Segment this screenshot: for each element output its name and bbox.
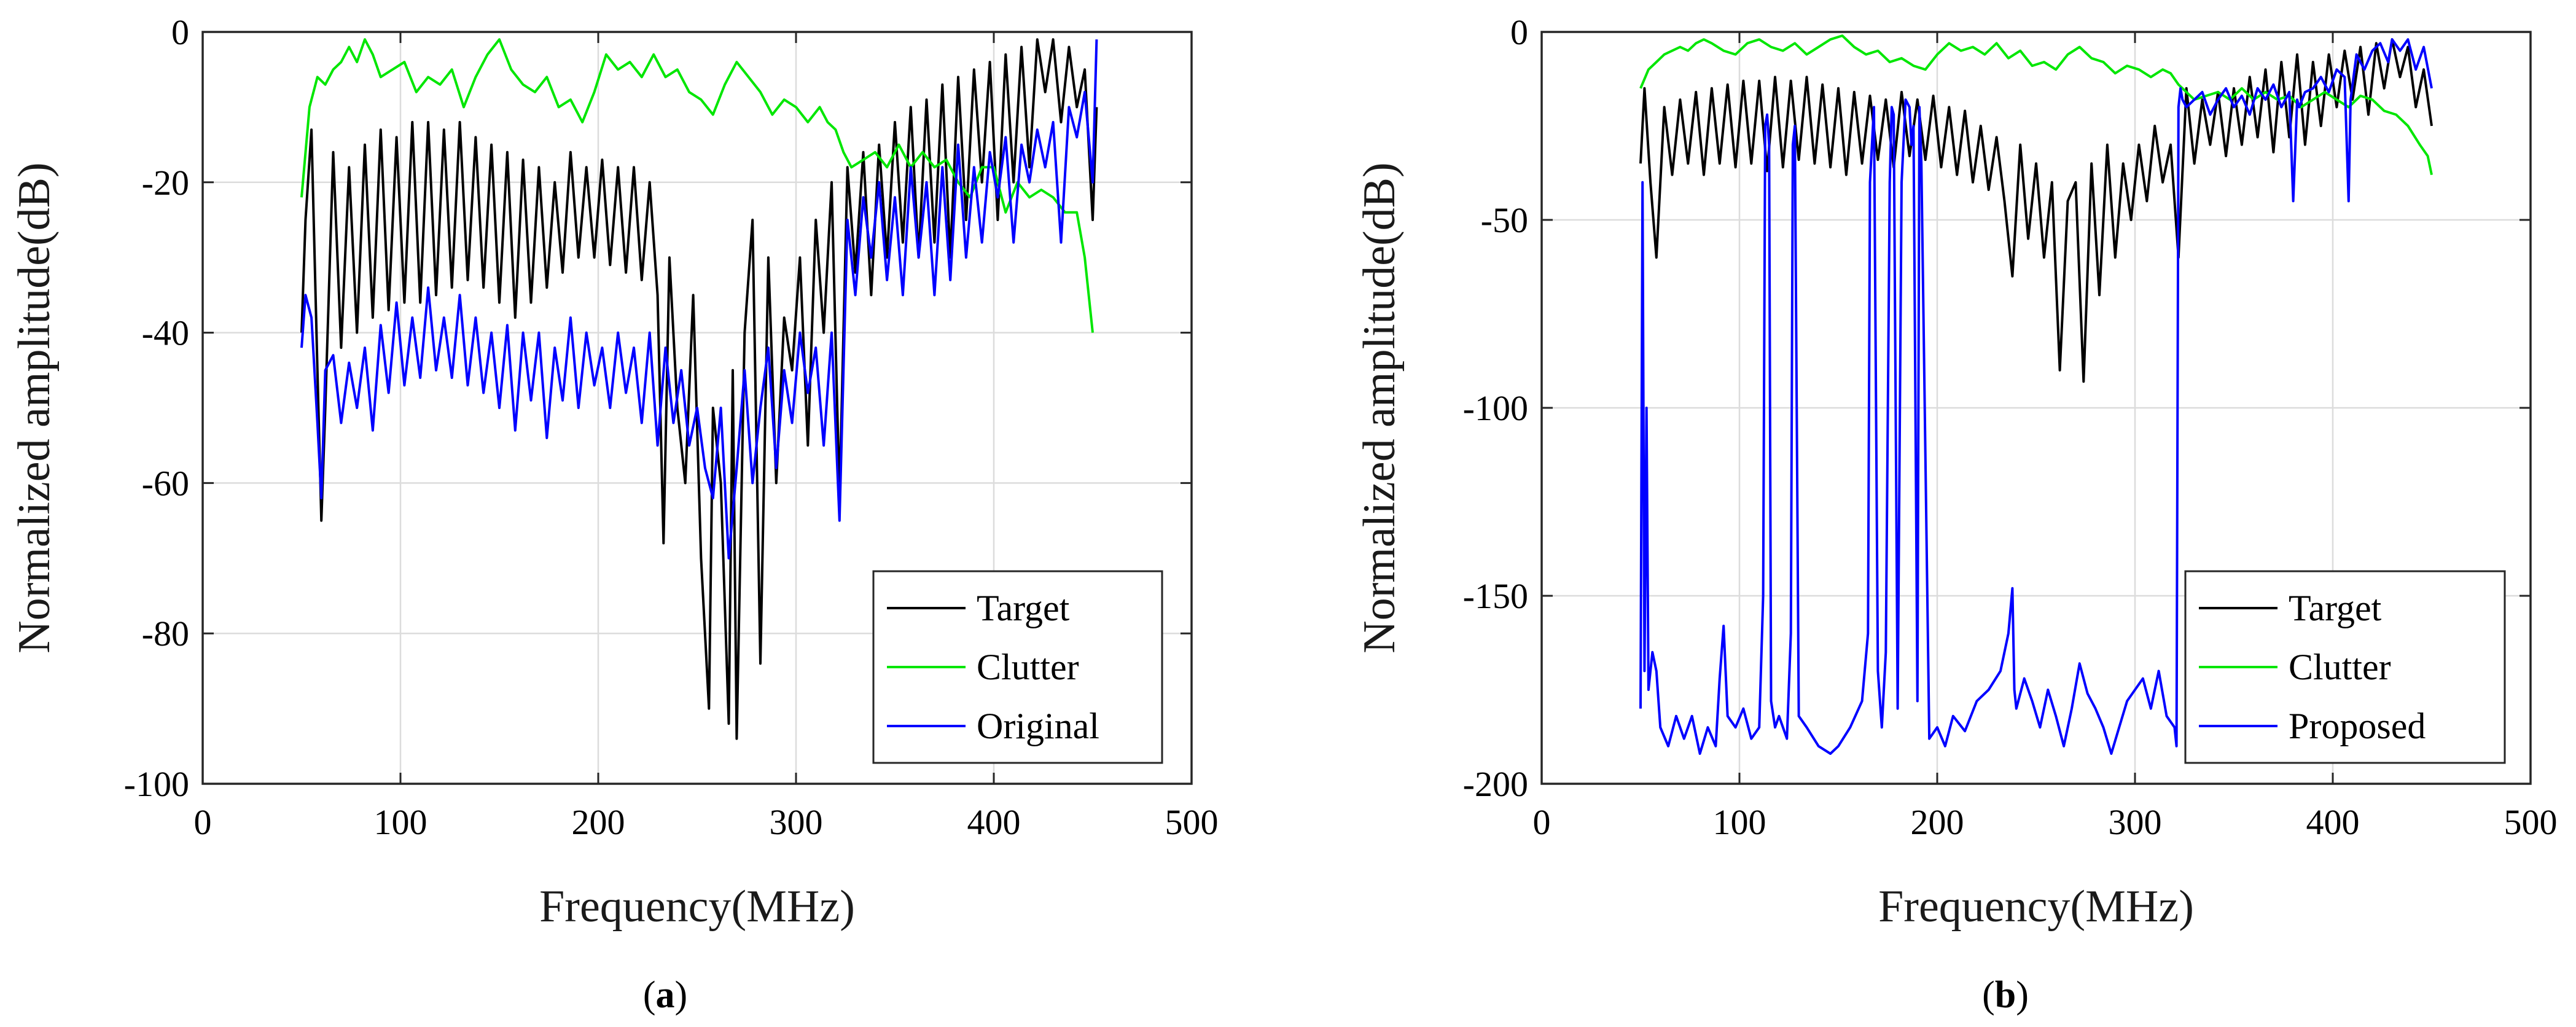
panel-b-x-axis-title: Frequency(MHz) bbox=[1878, 881, 2194, 932]
panel-a-y-tick-label: -100 bbox=[124, 764, 189, 804]
panel-b-x-tick-label: 0 bbox=[1533, 802, 1551, 842]
panel-a-y-axis-title: Normalized amplitude(dB) bbox=[9, 162, 60, 653]
panel-b-caption: (b) bbox=[1982, 974, 2029, 1016]
panel-b-ticks: 0 100 200 300 400 500 -200 -150 -100 -50 0 bbox=[1463, 12, 2558, 842]
panel-a-y-tick-label: -40 bbox=[142, 313, 189, 353]
panel-a-x-tick-label: 0 bbox=[194, 802, 212, 842]
panel-a-x-tick-label: 400 bbox=[967, 802, 1021, 842]
panel-b-series-clutter bbox=[1639, 34, 2433, 176]
panel-a-series-clutter bbox=[300, 38, 1094, 333]
panel-a-y-tick-label: -60 bbox=[142, 463, 189, 503]
panel-b-legend-label-target: Target bbox=[2289, 588, 2382, 628]
panel-a-x-tick-label: 300 bbox=[770, 802, 823, 842]
panel-b-legend: Target Clutter Proposed bbox=[2184, 570, 2506, 764]
panel-a-legend-label-original: Original bbox=[977, 706, 1099, 746]
panel-b-y-tick-label: -200 bbox=[1463, 764, 1528, 804]
panel-a-x-tick-label: 500 bbox=[1165, 802, 1219, 842]
panel-a: 0 100 200 300 400 500 -100 -80 -60 -40 -20 0 Freque… bbox=[9, 12, 1219, 1016]
panel-a-legend-label-target: Target bbox=[977, 588, 1070, 628]
panel-b-series-proposed bbox=[1639, 38, 2433, 755]
panel-a-ticks: 0 100 200 300 400 500 -100 -80 -60 -40 -20 0 bbox=[124, 12, 1219, 842]
panel-b: 0 100 200 300 400 500 -200 -150 -100 -50 0 Frequen… bbox=[1354, 12, 2558, 1016]
panel-a-x-tick-label: 200 bbox=[572, 802, 625, 842]
panel-b-y-axis-title: Normalized amplitude(dB) bbox=[1354, 162, 1405, 653]
panel-a-legend: Target Clutter Original bbox=[872, 570, 1163, 764]
panel-a-series-target bbox=[300, 38, 1098, 740]
panel-b-x-tick-label: 100 bbox=[1713, 802, 1766, 842]
panel-b-x-tick-label: 200 bbox=[1911, 802, 1964, 842]
panel-b-y-tick-label: 0 bbox=[1510, 12, 1528, 52]
panel-b-y-tick-label: -50 bbox=[1481, 200, 1528, 240]
panel-b-series bbox=[1639, 34, 2433, 755]
panel-a-series bbox=[300, 38, 1098, 740]
panel-a-legend-label-clutter: Clutter bbox=[977, 647, 1079, 687]
panel-a-caption-letter: a bbox=[656, 974, 675, 1016]
panel-a-y-tick-label: -20 bbox=[142, 163, 189, 203]
panel-a-x-axis-title: Frequency(MHz) bbox=[539, 881, 855, 932]
panel-b-legend-label-proposed: Proposed bbox=[2289, 706, 2426, 746]
panel-b-x-tick-label: 500 bbox=[2504, 802, 2558, 842]
panel-b-legend-label-clutter: Clutter bbox=[2289, 647, 2391, 687]
panel-b-y-tick-label: -150 bbox=[1463, 576, 1528, 616]
panel-b-series-target bbox=[1639, 38, 2433, 383]
panel-a-y-tick-label: -80 bbox=[142, 614, 189, 654]
panel-b-x-tick-label: 300 bbox=[2109, 802, 2162, 842]
panel-b-y-tick-label: -100 bbox=[1463, 388, 1528, 428]
panel-b-x-tick-label: 400 bbox=[2306, 802, 2360, 842]
panel-a-y-tick-label: 0 bbox=[171, 12, 189, 52]
panel-a-series-original bbox=[300, 39, 1098, 560]
panel-a-x-tick-label: 100 bbox=[374, 802, 427, 842]
panel-b-caption-letter: b bbox=[1995, 974, 2016, 1016]
panel-a-caption: (a) bbox=[643, 974, 687, 1016]
panel-a-plot-frame bbox=[201, 31, 1193, 785]
